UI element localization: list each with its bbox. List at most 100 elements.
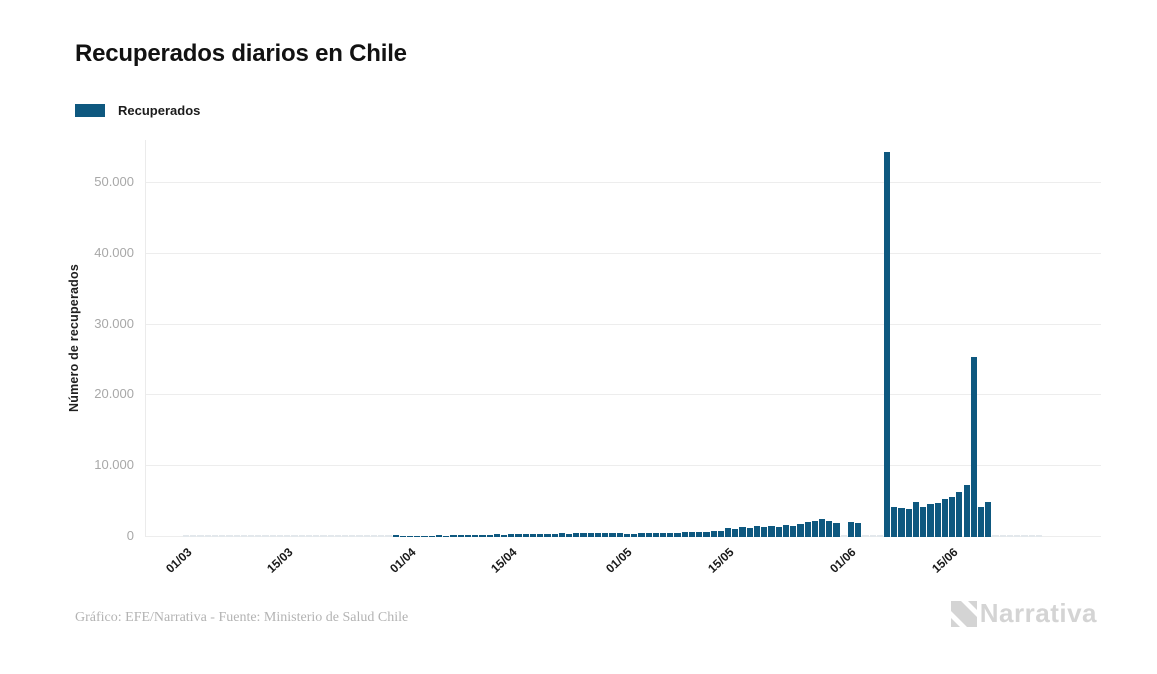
bar[interactable] — [399, 535, 407, 537]
bar[interactable] — [761, 527, 768, 537]
bar[interactable] — [696, 532, 703, 537]
bar[interactable] — [602, 532, 609, 537]
bar[interactable] — [898, 507, 905, 537]
bar[interactable] — [479, 534, 486, 537]
bar[interactable] — [934, 502, 941, 537]
bar[interactable] — [739, 527, 746, 537]
bar[interactable] — [515, 534, 522, 537]
bar[interactable] — [956, 491, 963, 537]
bar[interactable] — [963, 485, 970, 537]
bar[interactable] — [681, 532, 688, 537]
bar[interactable] — [782, 524, 790, 537]
bar[interactable] — [594, 533, 602, 537]
bar[interactable] — [905, 509, 912, 537]
bar[interactable] — [985, 501, 992, 537]
bar[interactable] — [544, 533, 551, 537]
bar-zero[interactable] — [211, 535, 219, 537]
bar[interactable] — [920, 506, 927, 537]
bar-zero[interactable] — [291, 535, 298, 537]
bar-zero[interactable] — [269, 535, 276, 537]
bar[interactable] — [464, 535, 472, 537]
bar[interactable] — [652, 533, 659, 537]
bar[interactable] — [804, 522, 811, 537]
bar[interactable] — [725, 527, 732, 537]
bar[interactable] — [457, 535, 464, 537]
bar-zero[interactable] — [992, 535, 999, 537]
bar[interactable] — [500, 534, 508, 537]
bar[interactable] — [941, 499, 949, 537]
bar[interactable] — [638, 533, 645, 537]
bar[interactable] — [667, 532, 674, 537]
bar-zero[interactable] — [248, 535, 255, 537]
bar-zero[interactable] — [233, 535, 240, 537]
bar[interactable] — [884, 151, 891, 537]
bar[interactable] — [623, 533, 631, 537]
bar-zero[interactable] — [284, 535, 291, 537]
bar-zero[interactable] — [1006, 535, 1014, 537]
bar[interactable] — [659, 532, 667, 537]
bar[interactable] — [421, 535, 428, 537]
bar[interactable] — [732, 528, 739, 537]
bar[interactable] — [493, 534, 500, 537]
bar[interactable] — [688, 532, 696, 537]
bar[interactable] — [616, 532, 623, 537]
bar-zero[interactable] — [385, 535, 392, 537]
bar-zero[interactable] — [226, 535, 233, 537]
bar-zero[interactable] — [356, 535, 363, 537]
bar[interactable] — [746, 528, 753, 537]
bar-zero[interactable] — [1021, 535, 1028, 537]
bar-zero[interactable] — [305, 535, 313, 537]
bar-zero[interactable] — [327, 535, 334, 537]
bar[interactable] — [522, 534, 529, 537]
bar-zero[interactable] — [999, 535, 1006, 537]
bar[interactable] — [891, 506, 898, 537]
bar-zero[interactable] — [869, 535, 876, 537]
bar-zero[interactable] — [1014, 535, 1021, 537]
bar-zero[interactable] — [862, 535, 869, 537]
bar-zero[interactable] — [1028, 535, 1035, 537]
bar-zero[interactable] — [204, 535, 211, 537]
bar-zero[interactable] — [341, 535, 349, 537]
bar[interactable] — [587, 533, 594, 537]
bar-zero[interactable] — [334, 535, 341, 537]
bar[interactable] — [977, 507, 985, 537]
bar-zero[interactable] — [262, 535, 269, 537]
bar[interactable] — [717, 530, 724, 537]
bar-zero[interactable] — [276, 535, 284, 537]
bar[interactable] — [674, 532, 681, 537]
bar[interactable] — [847, 522, 855, 537]
bar-zero[interactable] — [349, 535, 356, 537]
bar[interactable] — [753, 526, 761, 537]
bar[interactable] — [927, 504, 934, 537]
bar-zero[interactable] — [378, 535, 385, 537]
bar-zero[interactable] — [320, 535, 327, 537]
bar-zero[interactable] — [876, 535, 883, 537]
bar[interactable] — [797, 523, 804, 537]
bar[interactable] — [428, 535, 435, 537]
bar[interactable] — [566, 533, 573, 537]
bar[interactable] — [472, 534, 479, 537]
bar[interactable] — [775, 526, 782, 537]
bar-zero[interactable] — [363, 535, 370, 537]
bar[interactable] — [949, 496, 956, 537]
bar-zero[interactable] — [298, 535, 305, 537]
bar[interactable] — [414, 535, 421, 537]
bar[interactable] — [826, 521, 833, 537]
bar-zero[interactable] — [1035, 535, 1042, 537]
bar-zero[interactable] — [190, 535, 197, 537]
bar[interactable] — [529, 533, 537, 537]
bar[interactable] — [970, 357, 977, 537]
bar[interactable] — [407, 536, 414, 537]
bar[interactable] — [912, 502, 920, 537]
bar[interactable] — [537, 533, 544, 537]
bar[interactable] — [833, 523, 840, 537]
bar[interactable] — [443, 535, 450, 537]
bar[interactable] — [573, 533, 580, 537]
bar[interactable] — [558, 533, 566, 537]
bar-zero[interactable] — [370, 535, 378, 537]
bar[interactable] — [450, 535, 457, 537]
bar[interactable] — [710, 531, 717, 537]
bar[interactable] — [703, 531, 710, 537]
bar[interactable] — [818, 519, 826, 537]
bar[interactable] — [551, 533, 558, 537]
